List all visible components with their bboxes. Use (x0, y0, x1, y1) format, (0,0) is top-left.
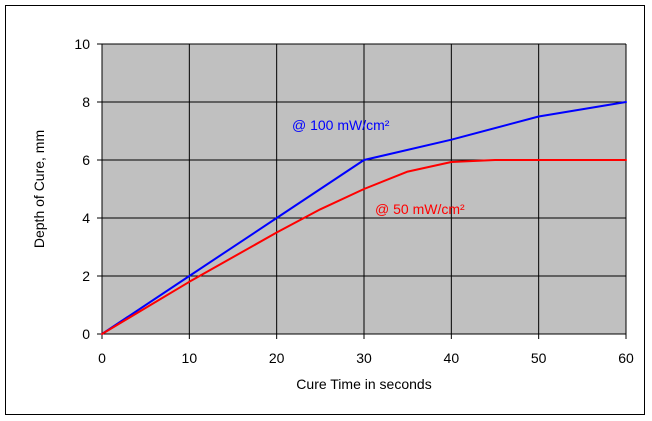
x-tick-label: 50 (531, 350, 547, 366)
series-lines (101, 101, 627, 335)
tick-labels: 0 10 20 30 40 50 60 0 2 4 6 8 10 (74, 36, 634, 366)
x-tick-label: 20 (269, 350, 285, 366)
y-axis-label: Depth of Cure, mm (31, 130, 47, 248)
x-tick-label: 40 (444, 350, 460, 366)
y-tick-label: 4 (82, 210, 90, 226)
y-tick-label: 2 (82, 268, 90, 284)
series-label-50: @ 50 mW/cm² (375, 201, 465, 217)
x-tick-label: 0 (98, 350, 106, 366)
y-tick-label: 0 (82, 326, 90, 342)
series-line-100mw (101, 101, 627, 335)
y-tick-label: 8 (82, 94, 90, 110)
x-tick-label: 30 (356, 350, 372, 366)
y-tick-label: 10 (74, 36, 90, 52)
axes (97, 43, 627, 339)
x-tick-label: 60 (618, 350, 634, 366)
x-axis-label: Cure Time in seconds (296, 376, 431, 392)
y-tick-label: 6 (82, 152, 90, 168)
x-tick-label: 10 (182, 350, 198, 366)
series-label-100: @ 100 mW/cm² (292, 117, 390, 133)
series-line-50mw (101, 159, 627, 335)
